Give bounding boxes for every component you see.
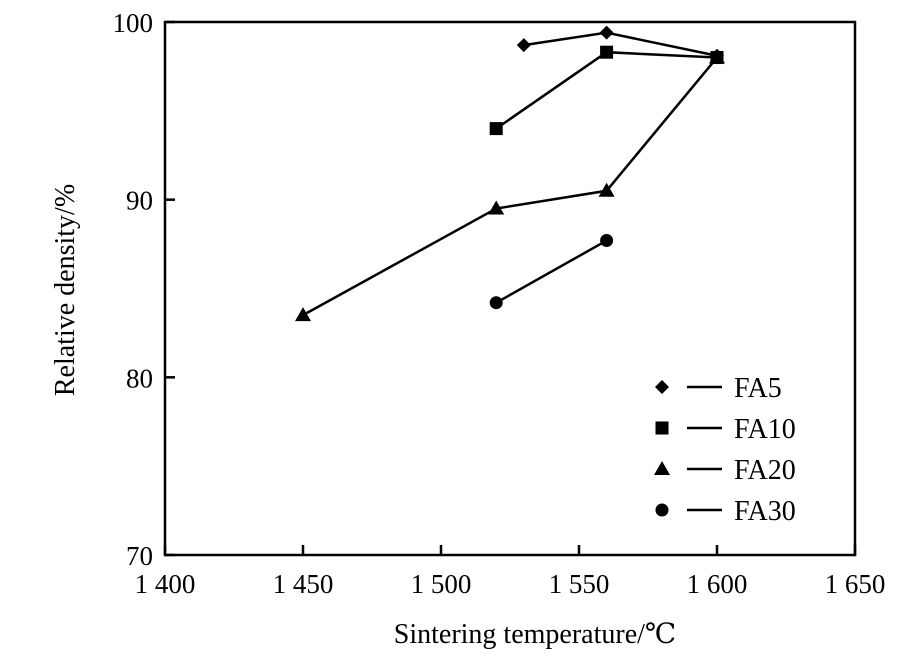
series-markers: [295, 25, 725, 322]
data-point-fa30: [489, 296, 503, 310]
x-axis-ticks: 1 400 1 450 1 500 1 550 1 600 1 650: [135, 545, 886, 599]
y-tick-label: 80: [126, 363, 153, 393]
legend: FA5 FA10 FA20 FA30: [654, 373, 796, 527]
series-line-fa20: [302, 56, 718, 317]
legend-marker-fa5: [655, 380, 669, 394]
series-line-fa30: [495, 239, 608, 304]
series-lines: [302, 31, 718, 317]
data-point-fa20: [295, 307, 311, 322]
data-point-fa20: [709, 49, 725, 64]
x-tick-label: 1 650: [825, 569, 886, 599]
y-axis-ticks: 70 80 90 100: [113, 8, 175, 571]
y-axis-label: Relative density/%: [50, 184, 81, 396]
y-tick-label: 70: [126, 541, 153, 571]
legend-label-fa20: FA20: [734, 455, 796, 486]
data-point-fa20: [598, 182, 615, 197]
x-tick-label: 1 450: [273, 569, 334, 599]
x-tick-label: 1 600: [687, 569, 748, 599]
legend-marker-fa20: [654, 461, 670, 475]
x-axis-label: Sintering temperature/℃: [394, 619, 676, 650]
y-tick-label: 100: [113, 8, 154, 38]
legend-label-fa10: FA10: [734, 414, 796, 445]
y-tick-label: 90: [126, 186, 153, 216]
x-tick-label: 1 550: [549, 569, 610, 599]
legend-marker-fa30: [655, 503, 669, 517]
data-point-fa10: [600, 45, 614, 59]
data-point-fa5: [516, 38, 531, 53]
x-tick-label: 1 400: [135, 569, 196, 599]
data-point-fa20: [488, 200, 505, 215]
data-point-fa10: [489, 122, 503, 136]
data-point-fa30: [600, 234, 614, 248]
legend-label-fa5: FA5: [734, 373, 782, 404]
data-point-fa5: [599, 25, 614, 40]
legend-marker-fa10: [655, 421, 669, 435]
x-tick-label: 1 500: [411, 569, 472, 599]
legend-label-fa30: FA30: [734, 496, 796, 527]
series-line-fa10: [495, 50, 718, 130]
plot-frame: [163, 20, 857, 557]
